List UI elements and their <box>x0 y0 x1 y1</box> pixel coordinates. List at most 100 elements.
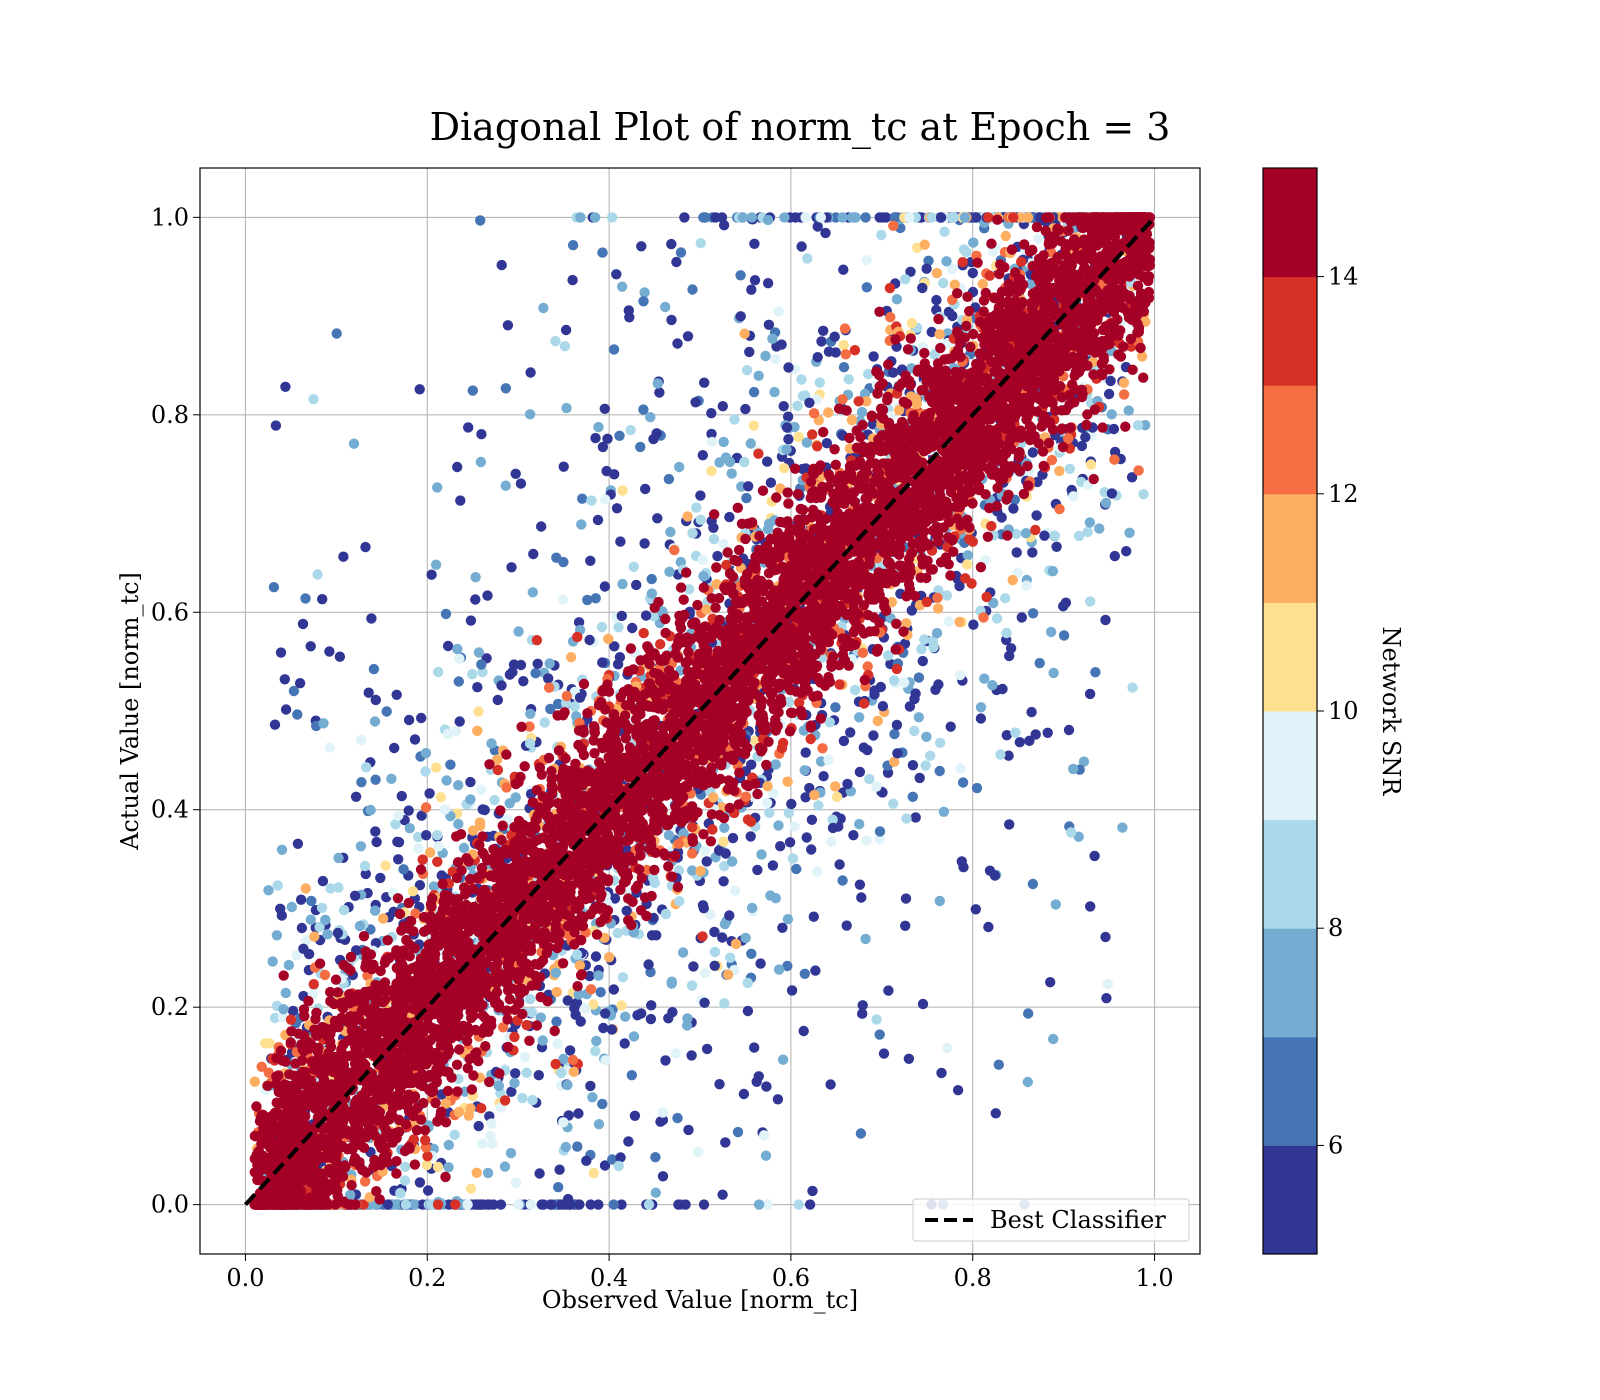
scatter-point <box>439 804 451 815</box>
scatter-point <box>354 920 366 932</box>
scatter-point <box>666 238 677 250</box>
scatter-point <box>394 908 406 920</box>
scatter-point <box>621 905 632 916</box>
scatter-point <box>854 818 865 830</box>
scatter-point <box>509 1077 520 1089</box>
scatter-point <box>296 922 308 934</box>
scatter-point <box>872 715 883 727</box>
scatter-point <box>740 932 751 944</box>
scatter-point <box>812 352 823 363</box>
scatter-point <box>812 866 823 877</box>
scatter-point <box>1118 377 1130 388</box>
scatter-point <box>804 397 815 408</box>
scatter-point <box>455 495 466 506</box>
scatter-point <box>707 824 718 835</box>
scatter-point <box>314 921 325 933</box>
scatter-point <box>916 643 927 655</box>
scatter-point <box>1031 510 1042 521</box>
scatter-point <box>420 747 432 759</box>
scatter-point <box>537 1035 548 1046</box>
scatter-point <box>565 652 577 663</box>
scatter-point <box>931 627 943 639</box>
scatter-point <box>914 772 925 784</box>
scatter-point <box>527 1094 538 1106</box>
scatter-point <box>1011 528 1022 539</box>
scatter-point <box>718 220 730 231</box>
scatter-point <box>431 762 442 773</box>
scatter-point <box>938 277 949 289</box>
scatter-point <box>441 775 452 786</box>
scatter-point <box>697 450 708 461</box>
scatter-point <box>869 689 880 700</box>
scatter-point <box>567 1054 579 1066</box>
scatter-point <box>981 591 992 603</box>
scatter-point <box>805 733 816 745</box>
scatter-point <box>453 1106 465 1118</box>
scatter-point <box>597 657 608 668</box>
scatter-point <box>921 596 933 608</box>
scatter-point <box>891 294 903 305</box>
scatter-point <box>562 1193 574 1205</box>
scatter-point <box>635 441 646 453</box>
scatter-point <box>761 1081 772 1092</box>
scatter-point <box>760 1150 772 1161</box>
scatter-point <box>888 220 899 231</box>
scatter-point <box>349 890 361 901</box>
scatter-point <box>334 651 346 662</box>
scatter-point <box>530 668 541 679</box>
scatter-point <box>370 774 381 785</box>
scatter-point <box>355 841 367 852</box>
scatter-point <box>838 735 850 747</box>
scatter-point <box>294 678 306 689</box>
scatter-point <box>562 995 573 1006</box>
scatter-point <box>333 852 344 864</box>
scatter-point <box>816 336 827 347</box>
scatter-point <box>1084 688 1096 700</box>
scatter-point <box>975 702 987 713</box>
scatter-point <box>1054 465 1065 477</box>
scatter-point <box>272 880 283 891</box>
scatter-point <box>288 685 300 697</box>
scatter-point <box>371 836 382 848</box>
scatter-point <box>720 848 731 859</box>
scatter-point <box>784 726 796 737</box>
scatter-point <box>1033 233 1044 244</box>
scatter-point <box>467 825 479 836</box>
scatter-point <box>744 346 755 358</box>
scatter-point <box>854 766 866 778</box>
scatter-point <box>421 1159 433 1171</box>
scatter-point <box>518 676 529 687</box>
scatter-point <box>783 498 794 509</box>
scatter-point <box>977 278 988 290</box>
scatter-point <box>1016 612 1027 623</box>
scatter-point <box>955 669 966 681</box>
scatter-point <box>396 790 407 802</box>
scatter-point <box>297 618 309 630</box>
scatter-point <box>762 797 773 809</box>
scatter-point <box>558 461 569 472</box>
scatter-point <box>1042 727 1053 738</box>
scatter-point <box>599 581 611 592</box>
scatter-point <box>291 950 303 961</box>
scatter-point <box>613 622 624 633</box>
scatter-point <box>380 860 391 871</box>
scatter-point <box>609 641 620 652</box>
scatter-point <box>687 848 698 859</box>
scatter-point <box>1034 657 1045 669</box>
scatter-point <box>452 643 463 655</box>
scatter-point <box>558 1117 569 1128</box>
scatter-point <box>1063 724 1075 736</box>
scatter-point <box>1054 503 1065 515</box>
scatter-point <box>359 1176 371 1187</box>
scatter-point <box>824 717 835 728</box>
scatter-point <box>369 716 381 727</box>
scatter-point <box>472 682 483 693</box>
scatter-point <box>749 238 760 249</box>
scatter-point <box>560 324 572 336</box>
scatter-point <box>787 853 799 864</box>
scatter-point <box>834 859 845 870</box>
scatter-point <box>386 773 397 784</box>
scatter-point <box>1003 750 1014 761</box>
scatter-point <box>995 749 1006 760</box>
scatter-point <box>489 794 500 806</box>
